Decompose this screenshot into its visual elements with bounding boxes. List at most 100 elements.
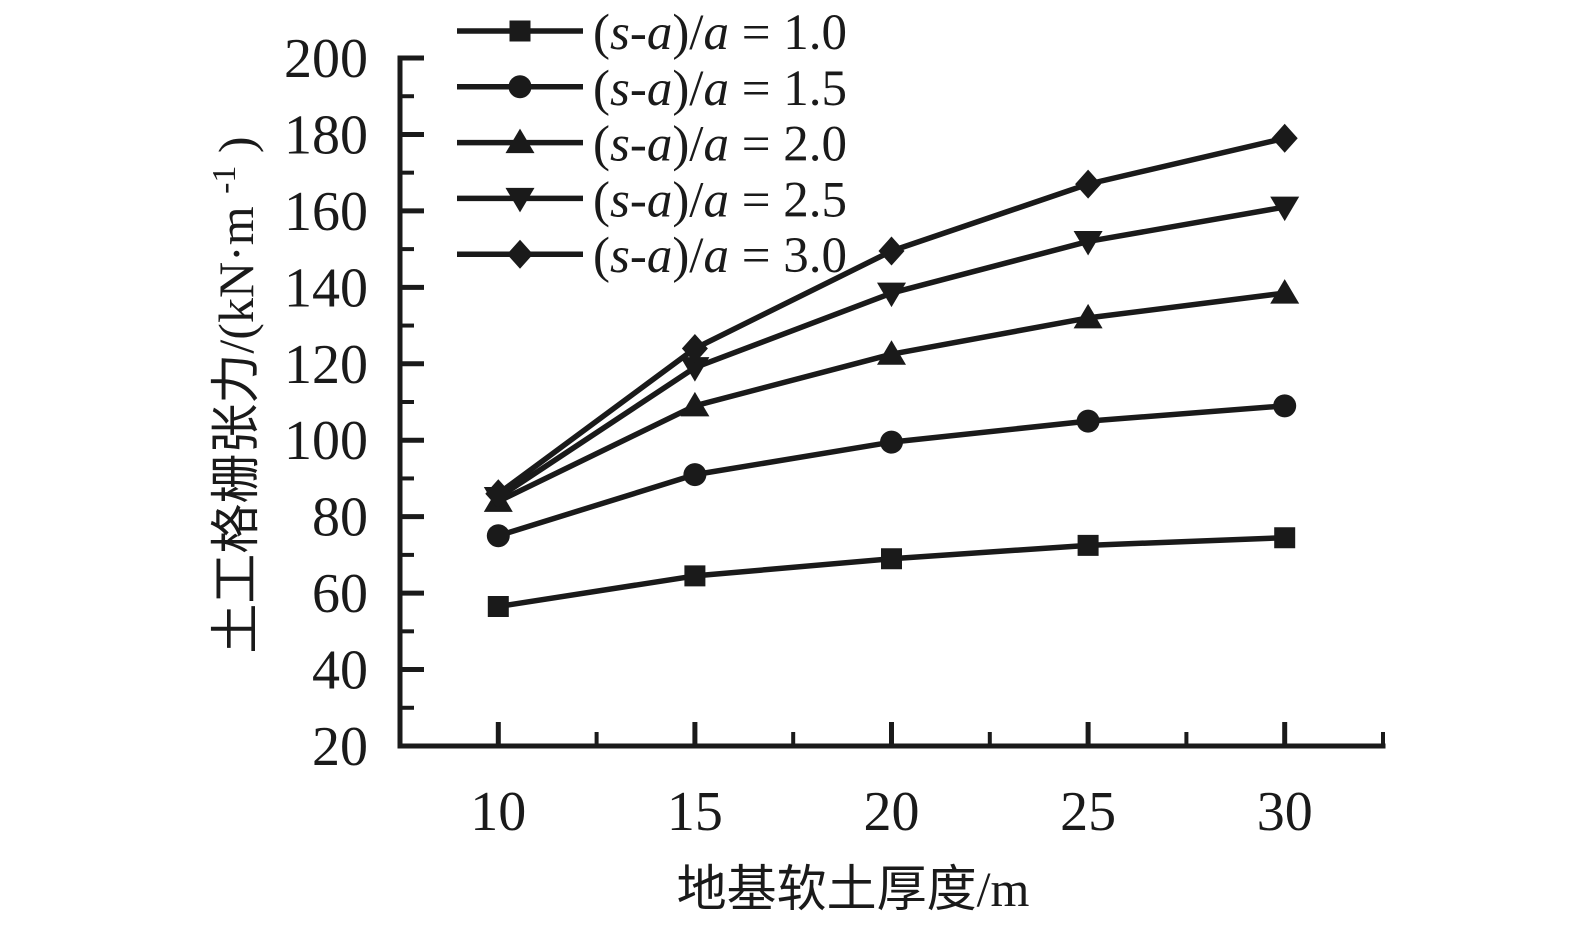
legend-item-s-a-a-2-5: (s-a)/a = 2.5 [457,172,847,228]
y-tick-label: 100 [284,410,368,472]
legend-label-part: = 3.0 [729,228,847,284]
legend-item-s-a-a-1-5: (s-a)/a = 1.5 [457,61,847,117]
legend-label-part: ( [593,172,610,228]
legend-label-part: = 2.5 [729,172,847,228]
series-s-a-a-1-5 [486,394,1297,548]
series-s-a-a-2-0 [483,279,1300,512]
legend-label-part: s [610,228,630,284]
marker-diamond [485,479,512,509]
legend-marker-triangle-down-icon [505,187,535,213]
legend-label-part: s [610,5,630,61]
legend: (s-a)/a = 1.0(s-a)/a = 1.5(s-a)/a = 2.0(… [457,5,847,284]
legend-label-part: = 2.0 [729,117,847,173]
legend-marker-square-icon [509,20,531,42]
legend-label-part: = 1.5 [729,61,847,117]
legend-label-part: s [610,61,630,117]
marker-triangle-down [680,357,710,382]
legend-label-part: - [630,172,647,228]
marker-square [881,548,902,570]
y-tick-label: 140 [284,257,368,319]
marker-triangle-down [1073,230,1103,256]
legend-label-part: )/ [672,5,704,61]
legend-label-part: a [647,61,673,117]
legend-label-part: a [647,172,673,228]
series-line-s-a-a-2-0 [497,290,1286,504]
legend-label-part: a [703,5,729,61]
x-tick-label: 30 [1257,781,1313,843]
marker-diamond [878,236,905,266]
legend-label: (s-a)/a = 1.0 [593,5,847,61]
y-tick-label: 120 [284,334,368,396]
y-axis-title-main: 土工格栅张力/(kN·m [208,206,264,653]
legend-label-part: s [610,172,630,228]
marker-diamond [681,333,708,363]
marker-triangle-up [1073,303,1103,329]
series-s-a-a-1-0 [487,527,1296,617]
legend-label: (s-a)/a = 2.0 [593,117,847,173]
legend-label-part: ( [593,228,610,284]
legend-label-part: ( [593,117,610,173]
legend-label-part: - [630,5,647,61]
axis-lines [397,55,1386,749]
legend-label: (s-a)/a = 2.5 [593,172,847,228]
legend-label-part: )/ [672,172,704,228]
marker-circle [880,430,903,454]
marker-circle [1273,394,1297,418]
marker-square [684,565,706,587]
legend-marker-triangle-up-icon [505,128,535,154]
legend-label-part: - [630,117,647,173]
legend-label: (s-a)/a = 3.0 [593,228,847,284]
legend-item-s-a-a-3-0: (s-a)/a = 3.0 [457,228,847,284]
legend-item-s-a-a-2-0: (s-a)/a = 2.0 [457,117,847,173]
marker-triangle-up [680,391,710,417]
marker-triangle-down [1270,196,1300,222]
y-axis-title-close: ) [208,136,264,153]
marker-triangle-up [1270,279,1300,304]
legend-label-part: )/ [672,117,704,173]
legend-label-part: a [647,117,673,173]
tick-labels: 20 40 60 80 100 120 140 160 180 200 10 15 20 25 30 [284,28,1313,843]
marker-triangle-up [877,340,906,365]
y-tick-label: 180 [284,104,368,166]
series-line-s-a-a-1-0 [497,534,1285,610]
x-tick-label: 25 [1060,781,1116,843]
legend-item-s-a-a-1-0: (s-a)/a = 1.0 [457,5,847,61]
marker-circle [486,524,510,548]
y-axis-title-superscript: -1 [206,166,243,194]
legend-label-part: - [630,228,647,284]
legend-label-part: )/ [672,61,704,117]
axis-ticks [400,55,1385,749]
x-tick-label: 15 [667,781,723,843]
legend-label-part: ( [593,5,610,61]
legend-label-part: a [647,228,673,284]
y-tick-label: 60 [312,563,368,625]
marker-diamond [1271,123,1298,153]
series-line-s-a-a-1-5 [497,403,1285,539]
marker-diamond [1075,169,1102,199]
y-tick-label: 80 [312,487,368,549]
marker-square [487,595,509,617]
legend-label-part: s [610,117,630,173]
y-tick-label: 200 [284,28,368,90]
marker-circle [683,463,707,487]
marker-square [1077,534,1099,556]
legend-label: (s-a)/a = 1.5 [593,61,847,117]
legend-label-part: )/ [672,228,704,284]
x-tick-label: 10 [470,781,526,843]
x-tick-label: 20 [864,781,920,843]
legend-label-part: ( [593,61,610,117]
y-axis-title: 土工格栅张力/(kN·m -1 ) [190,136,264,653]
legend-marker-circle-icon [508,75,532,99]
marker-square [1274,527,1296,549]
y-tick-label: 20 [312,716,368,778]
legend-marker-diamond-icon [507,239,533,269]
legend-label-part: a [703,172,729,228]
marker-triangle-down [877,282,906,308]
legend-label-part: a [647,5,673,61]
legend-label-part: a [703,117,729,173]
legend-label-part: = 1.0 [729,5,847,61]
legend-label-part: a [703,228,729,284]
